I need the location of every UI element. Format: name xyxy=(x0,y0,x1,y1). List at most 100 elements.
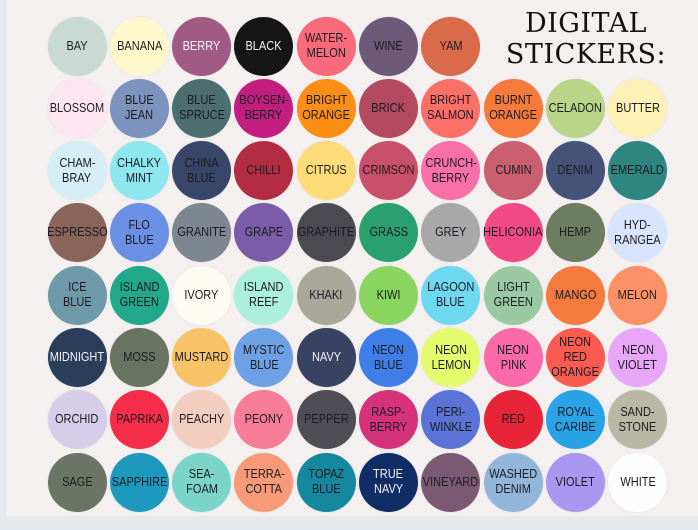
sticker-label: MELON xyxy=(306,46,346,60)
sticker-cumin: CUMIN xyxy=(483,141,543,201)
sticker-brightsalmon: BRIGHT SALMON xyxy=(421,78,481,138)
sticker-chilli: CHILLI xyxy=(234,141,294,201)
sticker-label: NEON xyxy=(434,342,467,357)
sticker-label: MINT xyxy=(125,170,153,185)
sticker-label: BLUE xyxy=(187,170,216,185)
sticker-label: MANGO xyxy=(554,287,597,302)
sticker-floblue: FLO BLUE xyxy=(109,203,169,263)
sticker-label: NEON xyxy=(372,342,405,357)
sticker-label: WINKLE xyxy=(429,419,472,434)
sticker-label: ROYAL xyxy=(557,404,594,419)
sticker-label: VINEYARD xyxy=(423,474,479,489)
sticker-label: TRUE xyxy=(373,467,404,482)
sticker-label: HYD- xyxy=(624,217,652,232)
sticker-label: RED xyxy=(501,412,525,427)
sticker-bluespruce: BLUE SPRUCE xyxy=(172,78,232,138)
sticker-label: PEONY xyxy=(244,412,284,427)
sticker-label: CHILLI xyxy=(246,163,282,178)
sticker-label: WASHED xyxy=(489,467,538,482)
sticker-label: SAND- xyxy=(620,404,655,419)
sticker-label: GREEN xyxy=(493,295,533,310)
sticker-mustard: MUSTARD xyxy=(172,328,232,387)
sticker-label: BLUE xyxy=(311,482,341,497)
sticker-violet: VIOLET xyxy=(545,452,605,512)
sticker-grey: GREY xyxy=(421,203,481,263)
sticker-label: COTTA xyxy=(245,482,283,497)
sticker-label: BRIGHT xyxy=(305,93,347,108)
sticker-grass: GRASS xyxy=(359,203,418,263)
sticker-islandreef: ISLAND REEF xyxy=(234,265,294,325)
sticker-navy: NAVY xyxy=(296,328,356,387)
sticker-label: EMERALD xyxy=(611,163,665,178)
sticker-khaki: KHAKI xyxy=(296,265,356,325)
sticker-crimson: CRIMSON xyxy=(359,141,418,201)
sticker-label: HEMP xyxy=(559,225,592,240)
sticker-label: GRASS xyxy=(369,225,408,240)
sticker-label: SALMON xyxy=(427,108,475,123)
sticker-washeddenim: WASHED DENIM xyxy=(483,452,543,512)
sticker-label: BLUE xyxy=(249,357,279,372)
sticker-royalcaribe: ROYAL CARIBE xyxy=(545,390,605,450)
sticker-label: CELADON xyxy=(548,100,602,115)
sticker-label: RED xyxy=(563,350,588,364)
sticker-banana: BANANA xyxy=(109,16,169,76)
sticker-peachy: PEACHY xyxy=(172,390,232,450)
sticker-citrus: CITRUS xyxy=(296,141,356,201)
sticker-label: CHALKY xyxy=(117,155,162,170)
sticker-terracotta: TERRA- COTTA xyxy=(234,452,294,512)
sticker-sheet: DIGITAL STICKERS: BAY BANANA BERRY BLACK WAT… xyxy=(6,0,698,516)
sticker-yam: YAM xyxy=(421,16,481,76)
sticker-label: CHINA xyxy=(184,155,219,170)
sticker-label: GRAPE xyxy=(244,225,284,240)
sticker-label: BLUE xyxy=(187,93,216,108)
sticker-label: PAPRIKA xyxy=(115,412,163,427)
sticker-label: WHITE xyxy=(619,474,656,489)
sticker-label: SAPPHIRE xyxy=(111,474,168,489)
sticker-label: VIOLET xyxy=(618,357,658,372)
sticker-watermelon: WATER- MELON xyxy=(296,16,356,76)
sticker-raspberry: RASP- BERRY xyxy=(359,390,418,450)
sticker-label: CARIBE xyxy=(554,419,596,434)
sticker-label: GREY xyxy=(435,225,467,240)
sticker-label: CRIMSON xyxy=(362,163,415,178)
sticker-label: NAVY xyxy=(311,350,341,364)
sticker-label: ISLAND xyxy=(244,280,284,295)
sticker-blossom: BLOSSOM xyxy=(47,78,107,138)
sticker-label: BUTTER xyxy=(615,100,660,115)
sticker-label: NEON xyxy=(497,342,529,357)
sticker-denim: DENIM xyxy=(545,141,605,201)
sticker-label: FLO xyxy=(128,217,150,232)
sticker-label: ICE xyxy=(67,280,87,295)
sticker-label: CITRUS xyxy=(305,163,347,178)
sticker-label: ESPRESSO xyxy=(46,225,108,240)
sticker-label: ORANGE xyxy=(551,365,600,379)
sticker-graphite: GRAPHITE xyxy=(296,203,356,263)
sticker-iceblue: ICE BLUE xyxy=(47,265,107,325)
sticker-bluejean: BLUE JEAN xyxy=(109,78,169,138)
sticker-hemp: HEMP xyxy=(545,203,605,263)
sticker-berry: BERRY xyxy=(172,16,232,76)
sticker-sage: SAGE xyxy=(47,452,107,512)
sticker-truenavy: TRUE NAVY xyxy=(359,452,418,512)
sticker-label: BURNT xyxy=(494,93,533,108)
sticker-label: WATER- xyxy=(305,31,348,45)
sticker-seafoam: SEA- FOAM xyxy=(172,452,232,512)
sticker-boysenberry: BOYSEN- BERRY xyxy=(234,78,294,138)
sticker-hydrangea: HYD- RANGEA xyxy=(608,203,668,263)
sticker-label: HELICONIA xyxy=(483,225,543,240)
sticker-label: ORCHID xyxy=(55,412,99,427)
sticker-label: PEACHY xyxy=(178,412,225,427)
sticker-burntorange: BURNT ORANGE xyxy=(483,78,543,138)
sticker-butter: BUTTER xyxy=(608,78,668,138)
sticker-label: BLUE xyxy=(124,232,154,247)
sticker-neonlemon: NEON LEMON xyxy=(421,328,481,387)
sticker-label: BERRY xyxy=(182,38,221,53)
sticker-neonpink: NEON PINK xyxy=(483,328,543,387)
sticker-label: BOYSEN- xyxy=(239,93,289,108)
sticker-label: CRUNCH- xyxy=(425,155,477,170)
sticker-label: SEA- xyxy=(188,467,215,482)
sticker-label: NEON xyxy=(559,335,592,349)
sticker-label: RANGEA xyxy=(614,232,661,247)
sticker-label: BRICK xyxy=(371,100,406,115)
sticker-brightorange: BRIGHT ORANGE xyxy=(296,78,356,138)
